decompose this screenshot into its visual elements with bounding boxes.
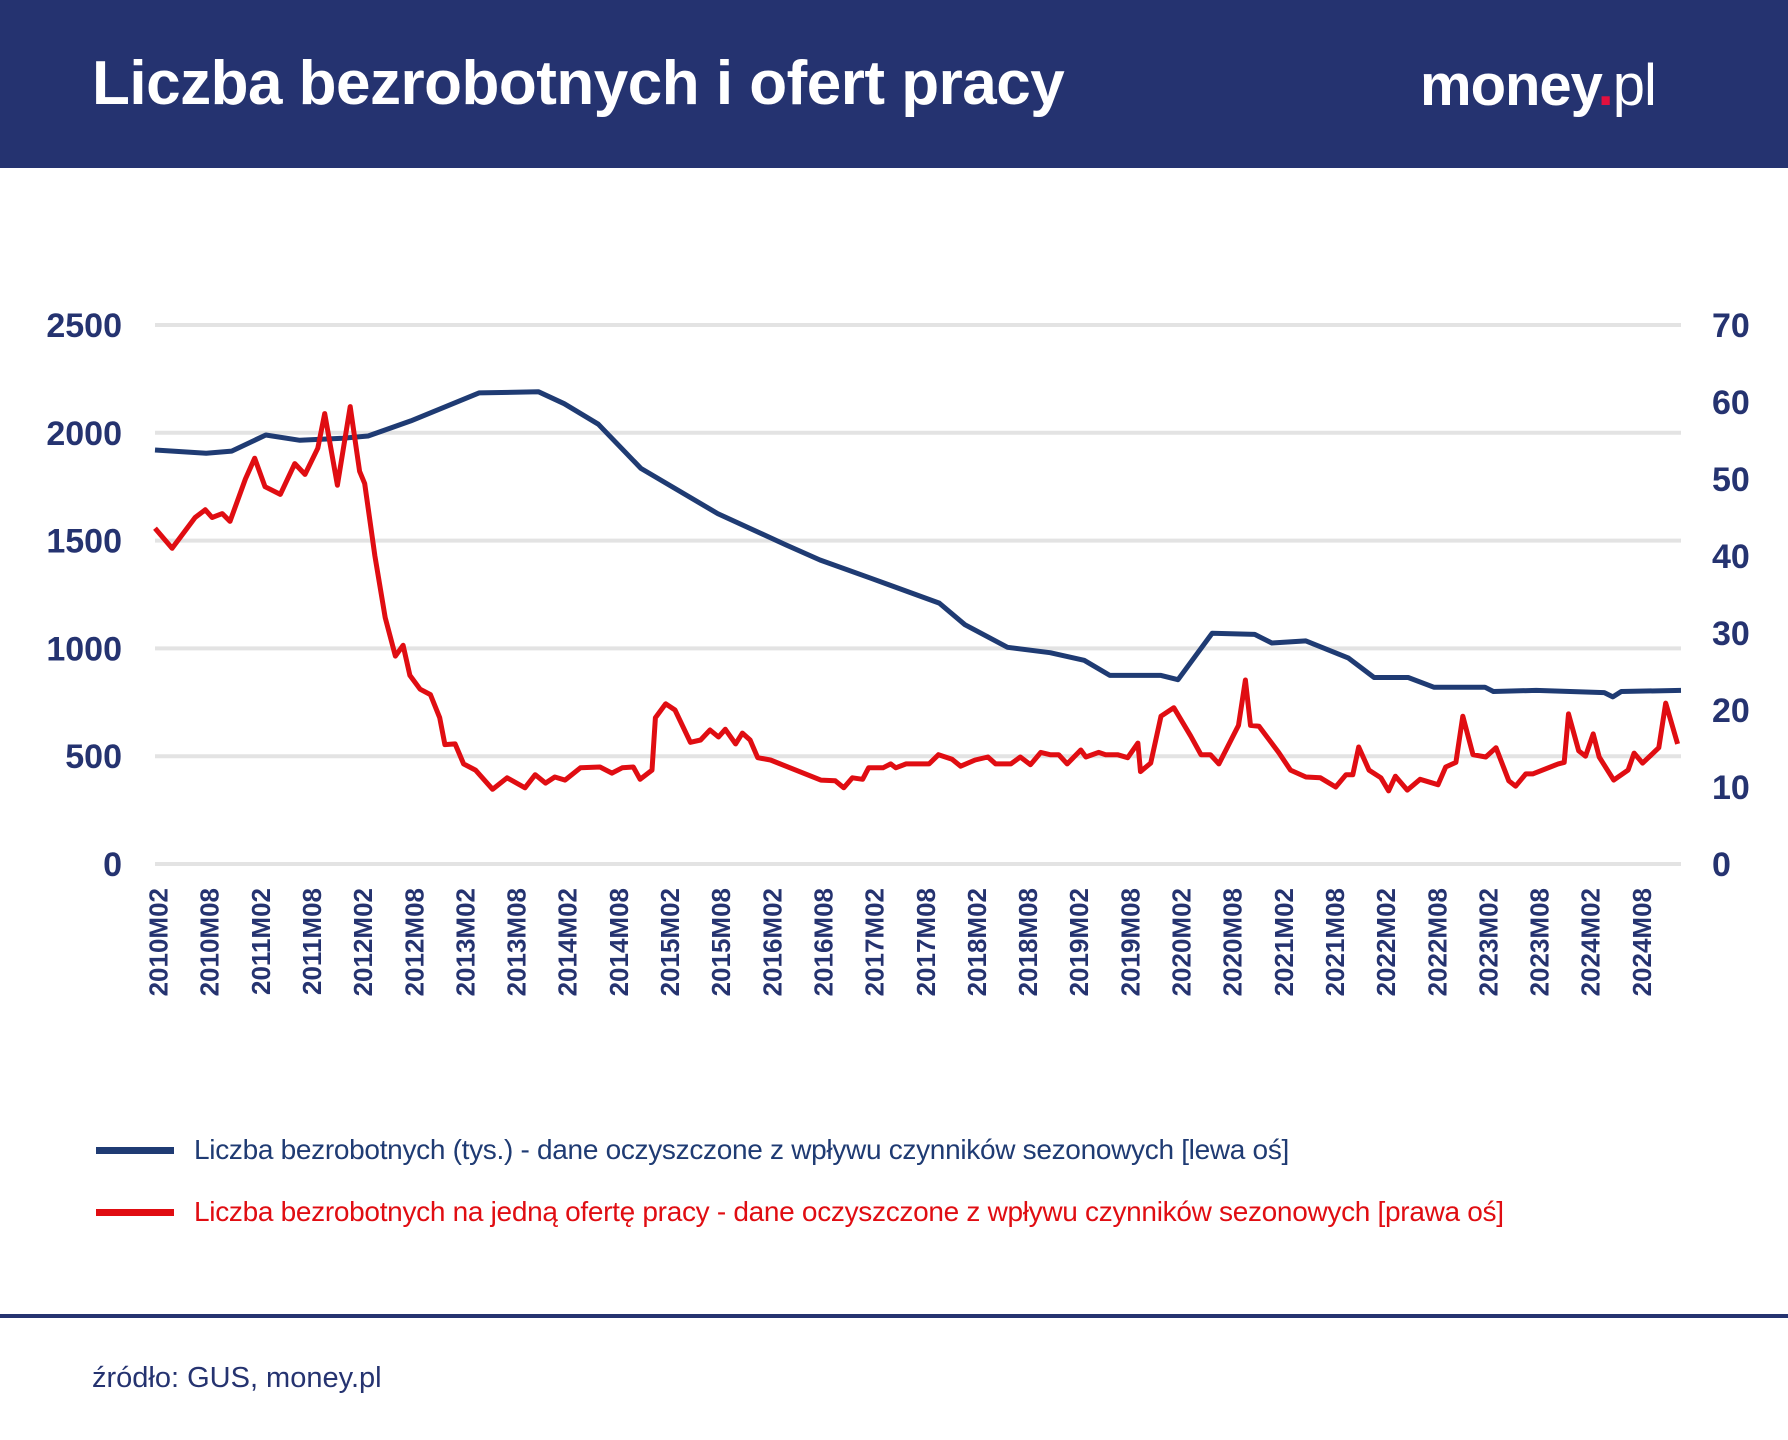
x-axis-tick-label: 2022M02 (1371, 888, 1401, 996)
left-axis-tick-label: 2500 (46, 307, 122, 345)
right-axis-tick-label: 70 (1712, 307, 1750, 345)
x-axis-tick-label: 2010M08 (195, 888, 225, 996)
x-axis-tick-label: 2011M08 (297, 888, 327, 995)
x-axis-tick-label: 2010M02 (144, 888, 174, 996)
x-axis-tick-label: 2023M08 (1525, 888, 1555, 996)
x-axis-tick-label: 2012M08 (399, 888, 429, 996)
x-axis-tick-label: 2022M08 (1422, 888, 1452, 996)
legend-label: Liczba bezrobotnych (tys.) - dane oczysz… (194, 1134, 1289, 1165)
x-axis-tick-label: 2020M02 (1167, 888, 1197, 996)
right-axis-tick-label: 0 (1712, 846, 1731, 884)
x-axis-tick-label: 2013M02 (450, 888, 480, 996)
legend-swatch-blue (96, 1146, 174, 1154)
brand-logo: money.pl (1420, 52, 1657, 119)
x-axis-tick-label: 2017M08 (911, 888, 941, 996)
left-axis-tick-label: 1000 (46, 630, 122, 668)
right-axis-tick-label: 20 (1712, 692, 1750, 730)
x-axis-tick-label: 2024M08 (1627, 888, 1657, 996)
left-axis-tick-label: 0 (103, 846, 122, 884)
footer-divider (0, 1314, 1788, 1318)
x-axis-tick-label: 2014M02 (553, 888, 583, 996)
x-axis-tick-label: 2015M08 (706, 888, 736, 996)
right-axis-tick-label: 40 (1712, 538, 1750, 576)
chart-title: Liczba bezrobotnych i ofert pracy (92, 49, 1065, 118)
right-axis-tick-label: 60 (1712, 384, 1750, 422)
right-axis-tick-label: 50 (1712, 461, 1750, 499)
x-axis-tick-label: 2020M08 (1218, 888, 1248, 996)
legend-item-unemployed: Liczba bezrobotnych (tys.) - dane oczysz… (96, 1134, 1289, 1166)
logo-dot: . (1597, 53, 1614, 118)
x-axis-tick-label: 2017M02 (860, 888, 890, 996)
right-axis-tick-label: 10 (1712, 769, 1750, 807)
x-axis-tick-label: 2024M02 (1576, 888, 1606, 996)
header-bar: Liczba bezrobotnych i ofert pracy money.… (0, 0, 1788, 168)
left-axis-tick-label: 1500 (46, 523, 122, 561)
right-axis-tick-label: 30 (1712, 615, 1750, 653)
x-axis-tick-label: 2013M08 (502, 888, 532, 996)
x-axis-tick-label: 2011M02 (246, 888, 276, 995)
x-axis-tick-label: 2015M02 (655, 888, 685, 996)
left-axis-ticks: 0 500 1000 1500 2000 2500 (46, 307, 122, 884)
line-chart: 0 500 1000 1500 2000 2500 0 10 20 30 40 50 60 70 201… (46, 307, 1750, 996)
series-unemployed-line (154, 389, 1682, 700)
x-axis-tick-label: 2012M02 (348, 888, 378, 996)
legend-swatch-red (96, 1208, 174, 1216)
left-axis-tick-label: 500 (65, 738, 122, 776)
x-axis-tick-label: 2014M08 (604, 888, 634, 996)
x-axis-tick-label: 2019M08 (1115, 888, 1145, 996)
legend-label: Liczba bezrobotnych na jedną ofertę prac… (194, 1196, 1504, 1227)
x-axis-tick-label: 2021M02 (1269, 888, 1299, 996)
x-axis-tick-label: 2023M02 (1473, 888, 1503, 996)
x-axis-ticks: 2010M02 2010M08 2011M02 2011M08 2012M02 2012M… (144, 888, 1657, 996)
x-axis-tick-label: 2018M02 (962, 888, 992, 996)
source-note: źródło: GUS, money.pl (92, 1362, 382, 1394)
logo-main: money (1420, 53, 1599, 118)
x-axis-tick-label: 2016M02 (757, 888, 787, 996)
logo-suffix: pl (1612, 53, 1657, 118)
right-axis-ticks: 0 10 20 30 40 50 60 70 (1712, 307, 1750, 884)
series-per-offer-line (153, 404, 1680, 794)
x-axis-tick-label: 2016M08 (808, 888, 838, 996)
x-axis-tick-label: 2018M08 (1013, 888, 1043, 996)
x-axis-tick-label: 2021M08 (1320, 888, 1350, 996)
gridlines (155, 323, 1681, 866)
legend-item-per-offer: Liczba bezrobotnych na jedną ofertę prac… (96, 1196, 1504, 1228)
left-axis-tick-label: 2000 (46, 415, 122, 453)
x-axis-tick-label: 2019M02 (1064, 888, 1094, 996)
